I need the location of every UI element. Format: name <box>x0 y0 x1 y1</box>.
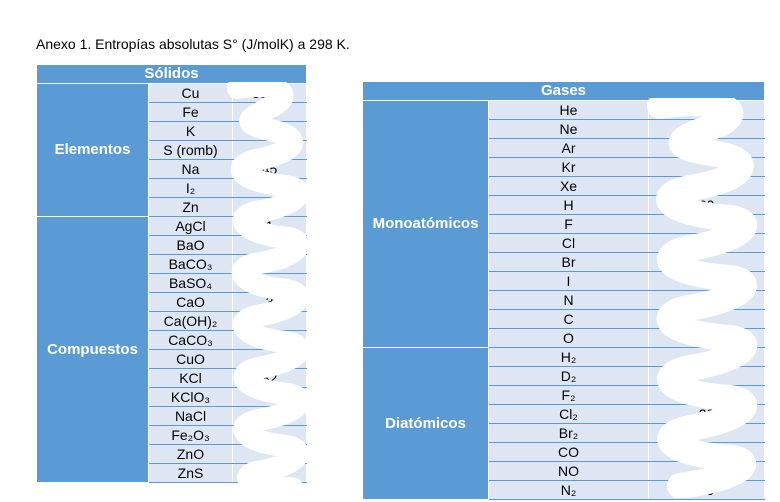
species-name: BaO <box>148 235 233 255</box>
species-name: S (romb) <box>148 140 233 160</box>
species-name: Ca(OH)₂ <box>148 311 233 331</box>
species-name: CaO <box>148 292 233 312</box>
species-name: Ar <box>488 138 649 158</box>
table-row: Diatómicos H₂ 13 <box>362 347 766 500</box>
solids-table: Sólidos Elementos Cu 33.40 Fe K 6 S (romb) Na 45… <box>36 64 307 483</box>
entropy-value: 13 <box>647 347 766 367</box>
group-label: Monoatómicos <box>362 100 489 348</box>
gases-table: Gases Monoatómicos He Ne Ar 1 Kr Xe 1 H 60 F Cl Br I N… <box>361 81 766 500</box>
species-name: Na <box>148 159 233 179</box>
gases-title: Gases <box>361 81 766 101</box>
entropy-value: 0 <box>232 273 307 293</box>
solids-title: Sólidos <box>36 64 307 84</box>
species-name: ZnO <box>148 444 233 464</box>
entropy-value: 1 <box>647 138 766 158</box>
species-name: BaCO₃ <box>148 254 233 274</box>
species-name: H <box>488 195 649 215</box>
entropy-value <box>647 100 766 120</box>
group-label: Compuestos <box>36 216 149 483</box>
species-name: Cu <box>148 83 233 103</box>
species-name: D₂ <box>488 366 649 386</box>
species-name: Cl <box>488 233 649 253</box>
entropy-value <box>232 140 307 160</box>
table-row: Monoatómicos He <box>362 100 766 348</box>
entropy-value: 33.40 <box>232 83 307 103</box>
entropy-value: 6 <box>232 121 307 141</box>
species-name: Ne <box>488 119 649 139</box>
group-label: Diatómicos <box>362 347 489 500</box>
entropy-value: 3 <box>232 406 307 426</box>
species-name: F <box>488 214 649 234</box>
species-name: K <box>148 121 233 141</box>
entropy-value: 57.7 <box>232 463 307 483</box>
entropy-value: 4 <box>232 178 307 198</box>
entropy-value: 3 <box>232 292 307 312</box>
entropy-value <box>647 423 766 443</box>
caption: Anexo 1. Entropías absolutas S° (J/molK)… <box>36 36 350 52</box>
entropy-value <box>647 119 766 139</box>
species-name: H₂ <box>488 347 649 367</box>
species-name: NO <box>488 461 649 481</box>
entropy-value: 20.30 <box>647 385 766 405</box>
entropy-value <box>232 197 307 217</box>
species-name: Fe <box>148 102 233 122</box>
entropy-value: 22 <box>647 404 766 424</box>
species-name: F₂ <box>488 385 649 405</box>
entropy-value <box>232 102 307 122</box>
species-name: Fe₂O₃ <box>148 425 233 445</box>
table-row: Elementos Cu 33.40 <box>36 83 307 217</box>
entropy-value <box>647 157 766 177</box>
entropy-value <box>647 233 766 253</box>
entropy-value: 82 <box>232 368 307 388</box>
species-name: KClO₃ <box>148 387 233 407</box>
species-name: Br₂ <box>488 423 649 443</box>
species-name: I <box>488 271 649 291</box>
species-name: BaSO₄ <box>148 273 233 293</box>
species-name: ZnS <box>148 463 233 483</box>
entropy-value <box>647 214 766 234</box>
species-name: Xe <box>488 176 649 196</box>
entropy-value <box>232 444 307 464</box>
entropy-value: 0 <box>647 328 766 348</box>
entropy-value <box>647 442 766 462</box>
species-name: KCl <box>148 368 233 388</box>
species-name: Br <box>488 252 649 272</box>
entropy-value <box>232 311 307 331</box>
species-name: AgCl <box>148 216 233 236</box>
species-name: N <box>488 290 649 310</box>
species-name: Kr <box>488 157 649 177</box>
group-label: Elementos <box>36 83 149 217</box>
species-name: CuO <box>148 349 233 369</box>
entropy-value: 1 <box>232 387 307 407</box>
species-name: NaCl <box>148 406 233 426</box>
entropy-value <box>647 271 766 291</box>
species-name: CO <box>488 442 649 462</box>
entropy-value: 45 <box>232 159 307 179</box>
entropy-value <box>647 366 766 386</box>
species-name: CaCO₃ <box>148 330 233 350</box>
entropy-value <box>232 349 307 369</box>
table-row: Compuestos AgCl 1 <box>36 216 307 483</box>
entropy-value <box>647 309 766 329</box>
entropy-value: 60 <box>647 195 766 215</box>
entropy-value <box>232 235 307 255</box>
entropy-value: 1 <box>232 216 307 236</box>
species-name: N₂ <box>488 480 649 500</box>
entropy-value <box>647 252 766 272</box>
species-name: Cl₂ <box>488 404 649 424</box>
entropy-value <box>232 425 307 445</box>
entropy-value <box>647 290 766 310</box>
entropy-value: 92.90 <box>232 330 307 350</box>
entropy-value: 1 <box>647 176 766 196</box>
species-name: O <box>488 328 649 348</box>
entropy-value <box>647 461 766 481</box>
species-name: Zn <box>148 197 233 217</box>
entropy-value: 19 <box>647 480 766 500</box>
species-name: He <box>488 100 649 120</box>
entropy-value <box>232 254 307 274</box>
species-name: C <box>488 309 649 329</box>
species-name: I₂ <box>148 178 233 198</box>
